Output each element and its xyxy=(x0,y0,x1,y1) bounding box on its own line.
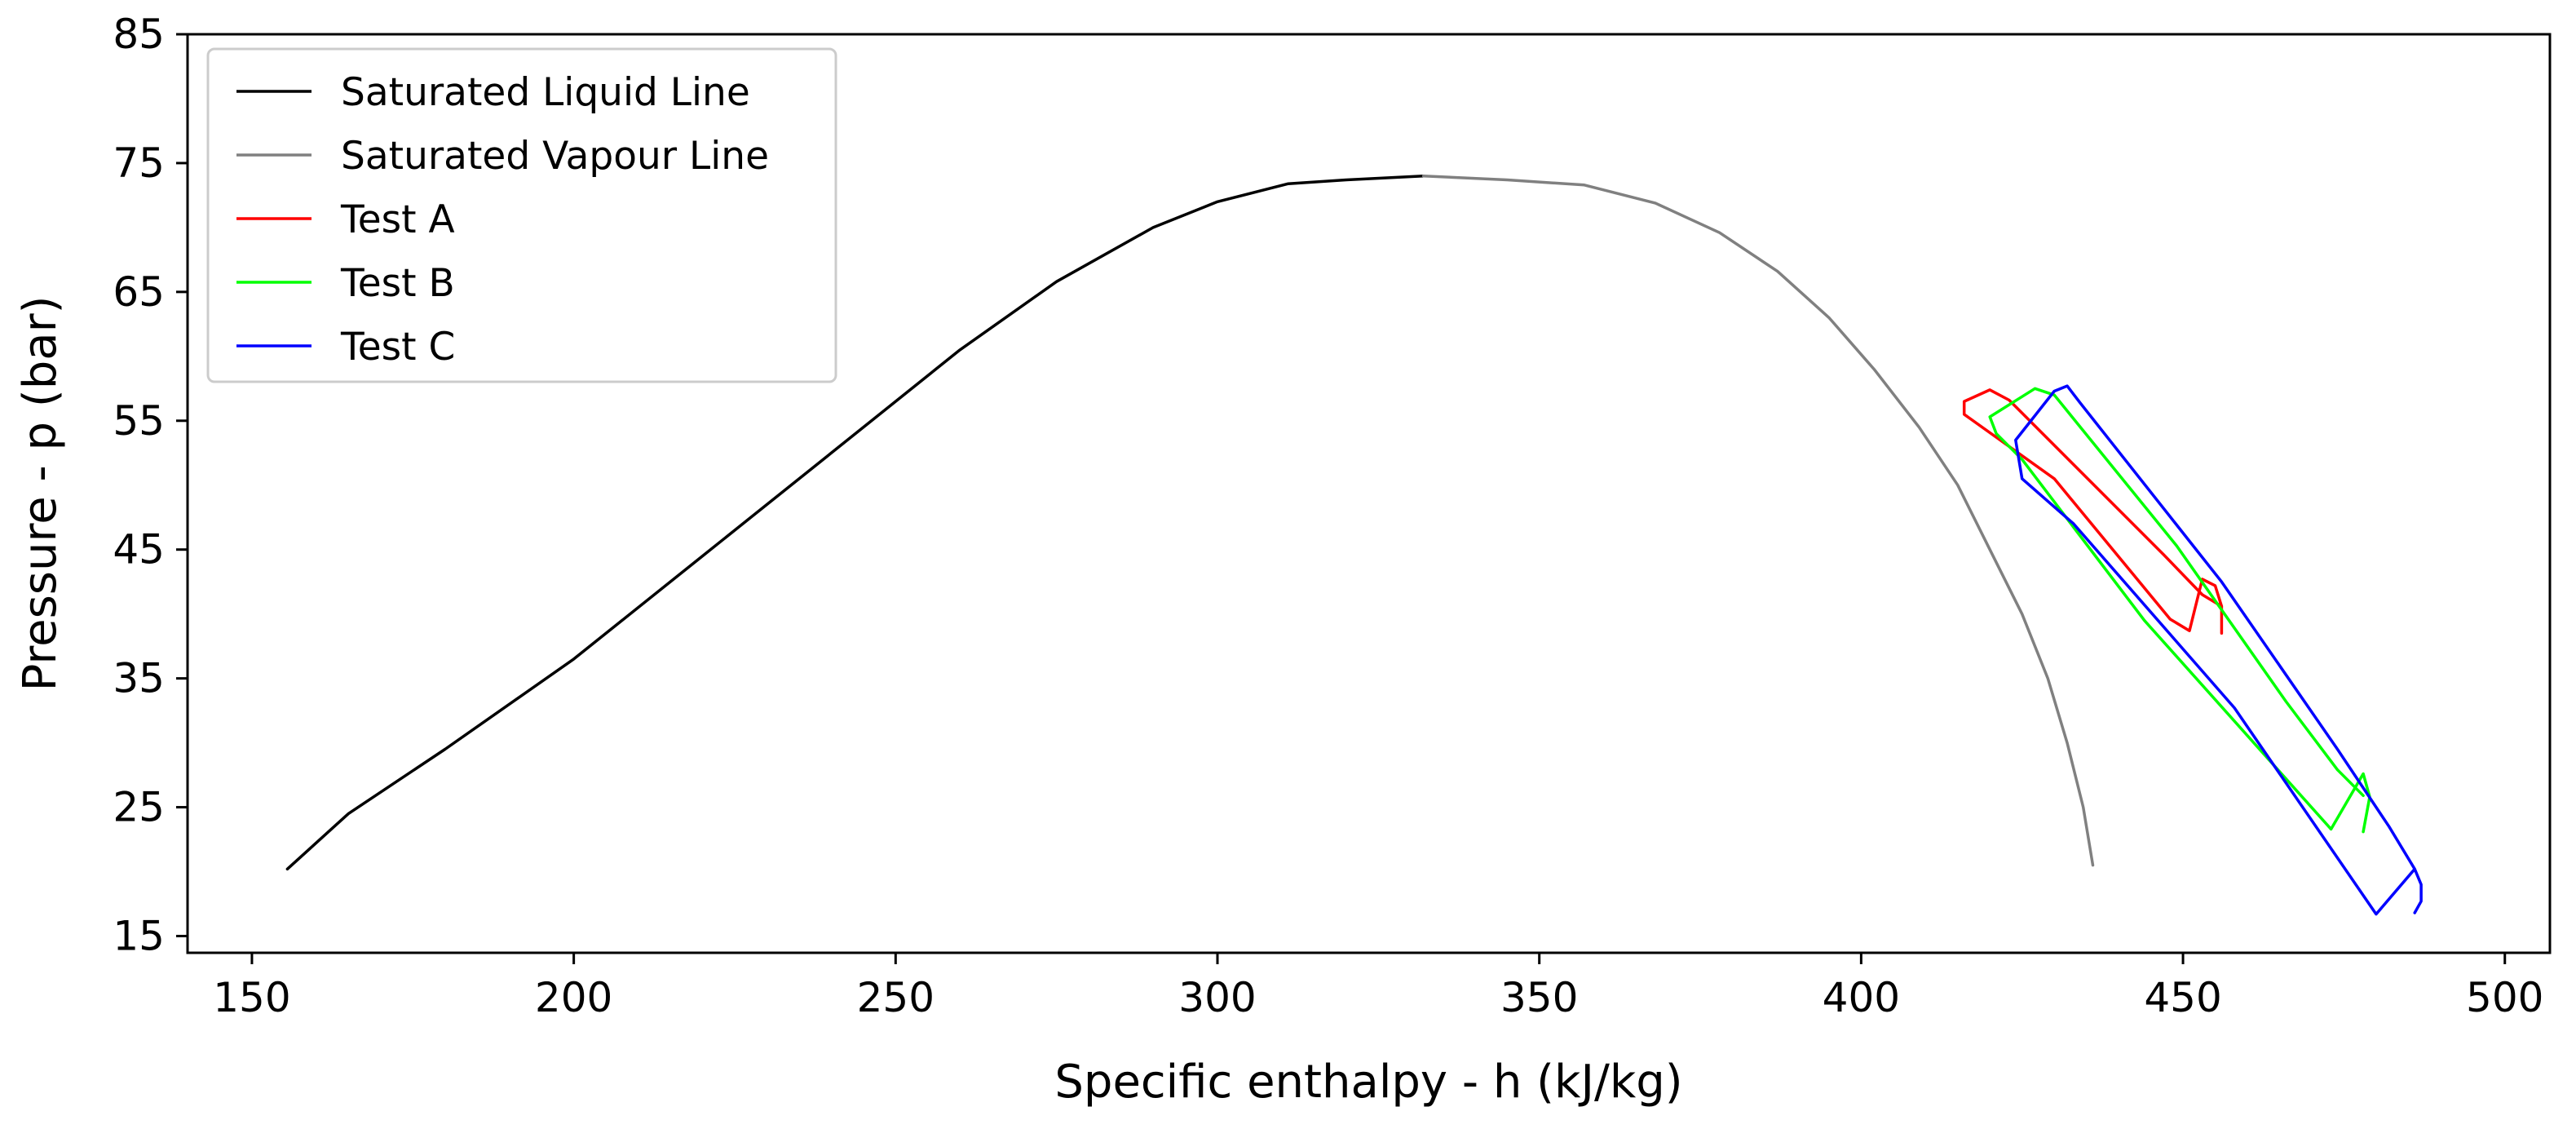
legend-label: Test B xyxy=(340,261,455,306)
y-tick-label: 25 xyxy=(113,784,165,831)
legend-label: Test C xyxy=(340,325,455,370)
x-axis-label: Specific enthalpy - h (kJ/kg) xyxy=(1054,1056,1682,1109)
legend-label: Saturated Liquid Line xyxy=(341,70,750,115)
legend: Saturated Liquid Line Saturated Vapour Li… xyxy=(206,47,837,383)
legend-label: Saturated Vapour Line xyxy=(341,134,769,179)
y-tick-label: 35 xyxy=(113,655,165,702)
x-tick-label: 300 xyxy=(1178,974,1256,1021)
legend-box xyxy=(206,47,837,383)
x-tick-label: 400 xyxy=(1823,974,1900,1021)
x-tick-label: 150 xyxy=(213,974,290,1021)
y-tick-label: 75 xyxy=(113,139,165,187)
series-line-test-b xyxy=(1988,387,2371,834)
x-axis: 150 200 250 300 350 400 450 500 xyxy=(213,953,2543,1021)
x-tick-label: 500 xyxy=(2466,974,2543,1021)
y-tick-label: 65 xyxy=(113,268,165,316)
y-tick-label: 55 xyxy=(113,397,165,445)
x-tick-label: 250 xyxy=(857,974,935,1021)
y-tick-label: 45 xyxy=(113,526,165,573)
series-line-saturated-liquid-line xyxy=(285,174,1425,871)
series-line-saturated-vapour-line xyxy=(1421,174,2095,867)
series-line-test-a xyxy=(1962,388,2224,635)
series-layer xyxy=(285,174,2423,916)
y-axis-label: Pressure - p (bar) xyxy=(14,296,67,692)
x-tick-label: 200 xyxy=(535,974,612,1021)
x-tick-label: 450 xyxy=(2144,974,2221,1021)
y-axis: 15 25 35 45 55 65 75 85 xyxy=(113,11,188,959)
plot-frame xyxy=(186,33,2552,954)
y-tick-label: 15 xyxy=(113,912,165,959)
series-line-test-c xyxy=(2014,384,2423,916)
legend-label: Test A xyxy=(340,197,455,242)
y-tick-label: 85 xyxy=(113,11,165,58)
x-tick-label: 350 xyxy=(1500,974,1578,1021)
